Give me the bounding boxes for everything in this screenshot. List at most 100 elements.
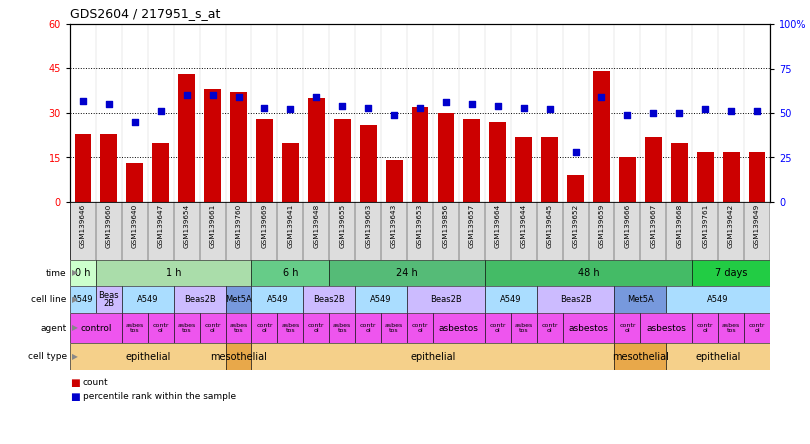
Text: control: control — [80, 324, 112, 333]
Text: GSM139653: GSM139653 — [417, 204, 423, 248]
Bar — [96, 286, 122, 313]
Point — [673, 110, 686, 117]
Text: ■: ■ — [70, 378, 79, 388]
Text: time: time — [46, 269, 66, 278]
Bar — [748, 151, 765, 202]
Bar — [386, 160, 403, 202]
Text: contr
ol: contr ol — [748, 323, 765, 333]
Text: GSM139856: GSM139856 — [443, 204, 449, 248]
Point — [335, 102, 348, 109]
Text: 24 h: 24 h — [396, 268, 418, 278]
Point — [569, 149, 582, 156]
Point — [206, 91, 219, 99]
Bar — [563, 313, 615, 343]
Bar — [329, 260, 485, 286]
Point — [76, 97, 89, 104]
Bar — [697, 151, 714, 202]
Text: GSM139660: GSM139660 — [106, 204, 112, 248]
Bar — [251, 343, 615, 370]
Text: Beas
2B: Beas 2B — [99, 291, 119, 308]
Point — [362, 104, 375, 111]
Bar — [723, 151, 740, 202]
Text: Beas2B: Beas2B — [560, 295, 591, 304]
Text: cell line: cell line — [32, 295, 66, 304]
Bar — [693, 260, 770, 286]
Bar — [645, 137, 662, 202]
Text: ▶: ▶ — [72, 352, 79, 361]
Bar — [225, 343, 251, 370]
Text: asbes
tos: asbes tos — [385, 323, 403, 333]
Text: GSM139644: GSM139644 — [521, 204, 526, 248]
Bar — [641, 313, 693, 343]
Text: epithelial: epithelial — [696, 352, 741, 361]
Text: ■: ■ — [70, 392, 79, 402]
Bar — [277, 313, 303, 343]
Text: asbes
tos: asbes tos — [514, 323, 533, 333]
Text: asbestos: asbestos — [439, 324, 479, 333]
Text: asbes
tos: asbes tos — [126, 323, 144, 333]
Bar — [356, 286, 407, 313]
Bar — [718, 313, 744, 343]
Text: contr
ol: contr ol — [541, 323, 558, 333]
Bar — [567, 175, 584, 202]
Text: ▶: ▶ — [72, 269, 79, 278]
Text: GSM139655: GSM139655 — [339, 204, 345, 248]
Text: A549: A549 — [370, 295, 392, 304]
Point — [102, 100, 115, 107]
Point — [414, 104, 427, 111]
Bar — [178, 75, 195, 202]
Bar — [615, 286, 667, 313]
Text: GSM139640: GSM139640 — [132, 204, 138, 248]
Text: GSM139645: GSM139645 — [547, 204, 552, 248]
Bar — [407, 286, 485, 313]
Bar — [70, 313, 122, 343]
Bar — [671, 143, 688, 202]
Bar — [96, 260, 251, 286]
Bar — [537, 313, 563, 343]
Text: agent: agent — [40, 324, 66, 333]
Text: GSM139661: GSM139661 — [210, 204, 215, 248]
Text: contr
ol: contr ol — [256, 323, 273, 333]
Bar — [744, 313, 770, 343]
Text: percentile rank within the sample: percentile rank within the sample — [83, 392, 236, 401]
Bar — [173, 286, 225, 313]
Bar — [619, 158, 636, 202]
Text: Met5A: Met5A — [627, 295, 654, 304]
Bar — [100, 134, 117, 202]
Bar — [537, 286, 615, 313]
Text: 6 h: 6 h — [283, 268, 298, 278]
Bar — [541, 137, 558, 202]
Text: GSM139643: GSM139643 — [391, 204, 397, 248]
Point — [544, 106, 556, 113]
Point — [440, 99, 453, 106]
Text: asbes
tos: asbes tos — [722, 323, 740, 333]
Text: A549: A549 — [266, 295, 288, 304]
Point — [180, 91, 193, 99]
Bar — [122, 286, 173, 313]
Text: GSM139669: GSM139669 — [262, 204, 267, 248]
Text: asbes
tos: asbes tos — [229, 323, 248, 333]
Text: GSM139657: GSM139657 — [469, 204, 475, 248]
Bar — [693, 313, 718, 343]
Text: contr
ol: contr ol — [204, 323, 221, 333]
Text: GSM139647: GSM139647 — [158, 204, 164, 248]
Bar — [199, 313, 225, 343]
Text: GSM139667: GSM139667 — [650, 204, 656, 248]
Point — [284, 106, 296, 113]
Bar — [126, 163, 143, 202]
Point — [518, 104, 531, 111]
Point — [621, 111, 634, 119]
Point — [699, 106, 712, 113]
Bar — [485, 260, 693, 286]
Text: GDS2604 / 217951_s_at: GDS2604 / 217951_s_at — [70, 7, 220, 20]
Text: A549: A549 — [500, 295, 522, 304]
Text: GSM139649: GSM139649 — [754, 204, 760, 248]
Bar — [334, 119, 351, 202]
Text: contr
ol: contr ol — [360, 323, 377, 333]
Text: contr
ol: contr ol — [619, 323, 636, 333]
Bar — [70, 260, 96, 286]
Point — [154, 107, 167, 115]
Bar — [230, 92, 247, 202]
Point — [595, 93, 608, 100]
Bar — [122, 313, 147, 343]
